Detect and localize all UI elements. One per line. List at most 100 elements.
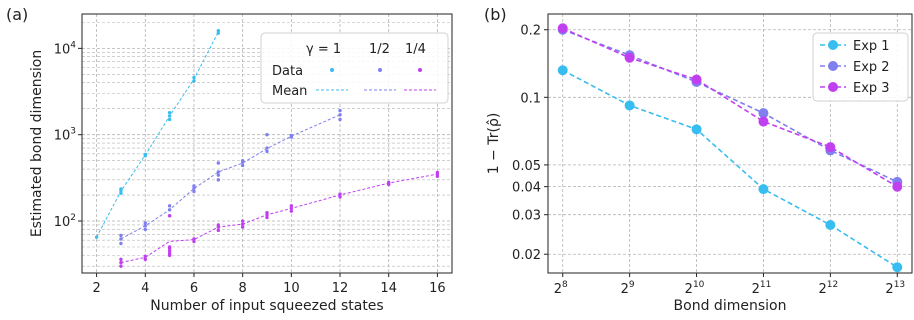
data-point-gamma_half bbox=[143, 224, 147, 228]
legend-box bbox=[260, 32, 449, 104]
series-line-exp3 bbox=[562, 27, 898, 188]
legend-label-exp1: Exp 1 bbox=[853, 39, 890, 54]
data-point-gamma_half bbox=[289, 133, 294, 138]
data-point-gamma_half bbox=[240, 158, 245, 163]
data-point-gamma_half bbox=[338, 108, 342, 113]
data-point-gamma_half bbox=[216, 178, 221, 182]
data-point-gamma_1 bbox=[216, 29, 221, 33]
data-point-gamma_1 bbox=[167, 114, 172, 118]
marker-exp3 bbox=[758, 116, 769, 127]
marker-exp2 bbox=[758, 108, 769, 119]
y-tick-label: 103 bbox=[54, 127, 76, 144]
data-point-gamma_quarter bbox=[167, 251, 172, 256]
y-tick-label: 0.02 bbox=[512, 248, 541, 263]
data-point-gamma_1 bbox=[167, 110, 172, 115]
data-point-gamma_quarter bbox=[216, 223, 221, 227]
x-tick-label: 211 bbox=[752, 280, 772, 297]
legend-marker-exp3 bbox=[828, 82, 838, 92]
data-point-gamma_quarter bbox=[240, 225, 245, 229]
y-tick-label: 104 bbox=[54, 40, 77, 57]
marker-exp1 bbox=[624, 100, 635, 111]
data-point-gamma_1 bbox=[119, 187, 123, 191]
data-point-gamma_half bbox=[119, 237, 123, 241]
data-point-gamma_1 bbox=[192, 75, 196, 80]
x-tick-label: 16 bbox=[429, 281, 446, 296]
data-point-gamma_half bbox=[216, 173, 221, 177]
data-point-gamma_quarter bbox=[119, 260, 123, 265]
data-point-gamma_half bbox=[192, 184, 196, 188]
legend-data-marker-gamma_1 bbox=[330, 68, 334, 72]
data-point-gamma_half bbox=[265, 149, 269, 154]
x-tick-label: 29 bbox=[621, 280, 635, 297]
data-point-gamma_quarter bbox=[167, 214, 172, 218]
data-point-gamma_half bbox=[192, 189, 196, 194]
marker-exp1 bbox=[691, 124, 702, 135]
data-point-gamma_quarter bbox=[143, 254, 147, 259]
x-axis-label-b: Bond dimension bbox=[674, 298, 787, 314]
legend-data-marker-gamma_half bbox=[378, 68, 382, 72]
y-tick-label: 0.03 bbox=[512, 209, 541, 224]
data-point-gamma_quarter bbox=[387, 180, 391, 185]
legend-marker-exp2 bbox=[828, 61, 838, 71]
data-point-gamma_quarter bbox=[143, 257, 147, 262]
data-point-gamma_half bbox=[143, 221, 147, 225]
data-point-gamma_quarter bbox=[338, 195, 342, 199]
panel-label-b: (b) bbox=[484, 5, 507, 24]
data-point-gamma_half bbox=[119, 241, 123, 246]
y-tick-label: 102 bbox=[54, 213, 76, 230]
y-tick-label: 0.05 bbox=[512, 159, 541, 174]
marker-exp1 bbox=[825, 219, 836, 230]
legend-b: Exp 1 Exp 2 Exp 3 bbox=[812, 32, 909, 102]
x-tick-label: 14 bbox=[380, 281, 397, 296]
legend-data-marker-gamma_quarter bbox=[418, 68, 422, 72]
data-point-gamma_half bbox=[265, 132, 269, 137]
data-point-gamma_quarter bbox=[167, 245, 172, 249]
plot-frame-b bbox=[547, 13, 913, 274]
data-point-gamma_half bbox=[167, 204, 172, 208]
data-point-gamma_quarter bbox=[289, 206, 294, 211]
data-point-gamma_quarter bbox=[192, 237, 196, 241]
data-point-gamma_1 bbox=[119, 191, 123, 195]
data-point-gamma_quarter bbox=[435, 170, 440, 175]
data-point-gamma_1 bbox=[216, 31, 221, 35]
marker-exp3 bbox=[825, 142, 836, 153]
data-point-gamma_half bbox=[216, 170, 221, 174]
data-point-gamma_half bbox=[240, 163, 245, 168]
y-tick-label: 0.1 bbox=[520, 91, 541, 106]
data-point-gamma_1 bbox=[143, 152, 147, 157]
x-tick-label: 12 bbox=[332, 281, 349, 296]
data-point-gamma_half bbox=[338, 113, 342, 117]
x-tick-label: 213 bbox=[885, 280, 905, 297]
data-point-gamma_quarter bbox=[338, 192, 342, 196]
panel-a: (a) 102 103 104 2 4 6 8 10 12 14 16 γ = 1 1/2 1/4 Data M… bbox=[6, 5, 453, 314]
marker-exp3 bbox=[557, 23, 568, 34]
legend-header-gamma-1: γ = 1 bbox=[306, 42, 341, 57]
marker-exp3 bbox=[892, 181, 903, 192]
marker-exp3 bbox=[691, 74, 702, 85]
x-tick-label: 212 bbox=[819, 280, 839, 297]
data-point-gamma_quarter bbox=[289, 204, 294, 208]
y-tick-label: 0.04 bbox=[512, 181, 541, 196]
marker-exp1 bbox=[557, 65, 568, 76]
data-point-gamma_half bbox=[167, 208, 172, 212]
panel-label-a: (a) bbox=[6, 5, 28, 24]
marker-exp3 bbox=[624, 52, 635, 63]
legend-label-exp2: Exp 2 bbox=[853, 60, 890, 75]
legend-header-gamma-half: 1/2 bbox=[369, 42, 390, 57]
marker-exp1 bbox=[758, 184, 769, 195]
data-point-gamma_half bbox=[338, 117, 342, 122]
legend-row-data: Data bbox=[272, 64, 303, 79]
data-point-gamma_quarter bbox=[289, 209, 294, 213]
data-point-gamma_1 bbox=[167, 117, 172, 122]
legend-label-exp3: Exp 3 bbox=[853, 81, 890, 96]
x-tick-label: 10 bbox=[283, 281, 300, 296]
data-point-gamma_quarter bbox=[167, 249, 172, 253]
y-tick-label: 0.2 bbox=[520, 24, 541, 39]
data-point-gamma_quarter bbox=[119, 264, 123, 268]
data-point-gamma_quarter bbox=[216, 228, 221, 233]
data-point-gamma_quarter bbox=[192, 239, 196, 244]
panel-b: (b) 0.02 0.03 0.04 0.05 0.1 0.2 28 29 210 211 212 21… bbox=[484, 5, 913, 314]
y-axis-label-b: 1 − Tr(ρ̂) bbox=[486, 113, 502, 175]
y-axis-label-a: Estimated bond dimension bbox=[29, 50, 45, 237]
plot-frame-a bbox=[81, 13, 453, 274]
